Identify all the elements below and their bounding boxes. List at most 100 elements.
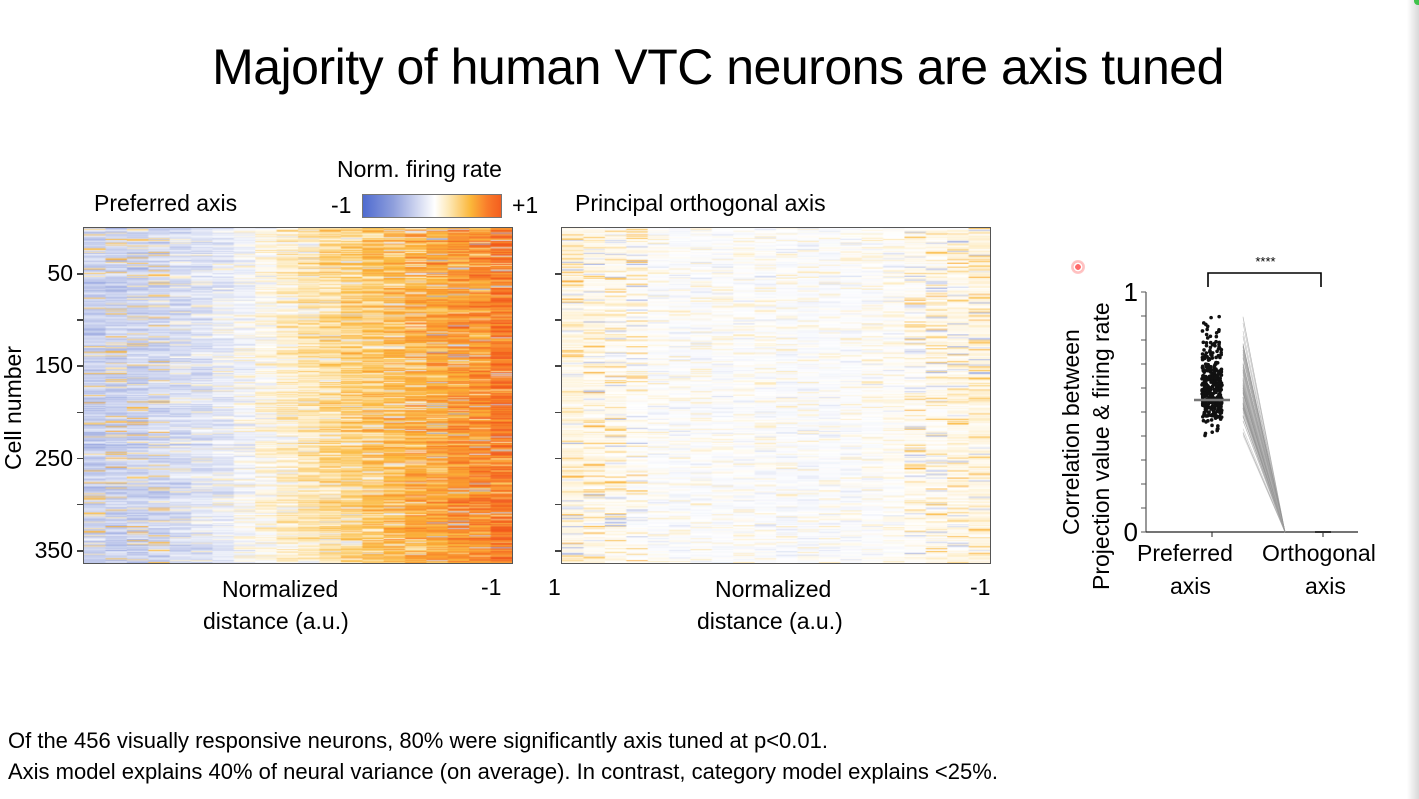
data-point — [1204, 343, 1209, 348]
data-point — [1218, 376, 1223, 380]
category-label-preferred-line2: axis — [1170, 573, 1211, 599]
orthogonal-axis-heatmap — [561, 227, 991, 564]
data-point — [1214, 367, 1218, 371]
category-label-orthogonal-line2: axis — [1305, 573, 1346, 599]
data-point — [1200, 383, 1204, 387]
data-point — [1216, 409, 1220, 414]
data-point — [1219, 350, 1223, 355]
correlation-ylabel-line1: Correlation between — [1058, 329, 1084, 535]
data-point — [1204, 340, 1209, 345]
category-label-orthogonal-line1: Orthogonal — [1262, 540, 1376, 566]
y-tick — [77, 411, 83, 414]
data-point — [1208, 334, 1213, 339]
paired-line — [1242, 402, 1286, 533]
paired-line — [1242, 316, 1286, 533]
data-point — [1214, 413, 1219, 418]
data-point — [1204, 351, 1209, 355]
data-point — [1208, 349, 1212, 354]
y-tick — [555, 365, 561, 367]
significance-bracket — [1207, 272, 1322, 287]
footnote-line-1: Of the 456 visually responsive neurons, … — [8, 728, 828, 753]
data-point — [1212, 370, 1216, 374]
y-tick — [555, 411, 561, 414]
data-point — [1217, 314, 1221, 319]
data-point — [1201, 367, 1205, 371]
data-point — [1205, 336, 1210, 340]
data-point — [1211, 413, 1216, 418]
data-point — [1204, 420, 1208, 424]
preferred-axis-title: Preferred axis — [94, 190, 238, 216]
orthogonal-axis-title: Principal orthogonal axis — [575, 190, 826, 216]
colorbar-min-label: -1 — [331, 192, 352, 218]
y-tick-label: 150 — [34, 352, 73, 379]
data-point — [1205, 394, 1209, 398]
data-point — [1209, 315, 1213, 320]
paired-line — [1242, 415, 1286, 533]
data-point — [1216, 424, 1220, 428]
data-point — [1205, 324, 1210, 329]
data-point — [1219, 370, 1224, 374]
preferred-axis-xlabel-line1: Normalized — [222, 576, 338, 603]
data-point — [1212, 387, 1216, 392]
data-point — [1216, 403, 1221, 408]
data-point — [1200, 352, 1205, 356]
y-tick — [77, 273, 83, 275]
data-point — [1205, 362, 1209, 367]
preferred-axis-heatmap — [83, 227, 513, 564]
colorbar-max-label: +1 — [512, 192, 539, 218]
data-point — [1204, 332, 1209, 337]
data-point — [1215, 373, 1220, 378]
significance-stars: **** — [1255, 254, 1275, 269]
orthogonal-axis-xlabel-line1: Normalized — [715, 576, 831, 603]
data-point — [1207, 410, 1211, 414]
data-point — [1218, 411, 1223, 416]
y-tick — [77, 365, 83, 367]
paired-line — [1242, 382, 1286, 533]
colorbar-title: Norm. firing rate — [337, 156, 502, 182]
data-point — [1210, 423, 1214, 428]
data-point — [1203, 431, 1208, 436]
data-point — [1210, 379, 1214, 383]
data-point — [1207, 357, 1212, 362]
data-point — [1217, 380, 1222, 385]
data-point — [1202, 413, 1207, 418]
data-point — [1219, 395, 1223, 400]
data-point — [1214, 383, 1219, 388]
data-point — [1208, 365, 1212, 370]
window-edge-scrollbar[interactable] — [1407, 0, 1419, 799]
y-tick — [555, 457, 561, 460]
data-point — [1202, 386, 1207, 390]
data-point — [1208, 345, 1213, 350]
data-point — [1214, 362, 1218, 366]
preferred-axis-xlabel-line2: distance (a.u.) — [203, 608, 349, 635]
y-tick — [555, 503, 561, 506]
correlation-plot: 0 1 **** — [1124, 254, 1358, 547]
data-point — [1206, 391, 1211, 396]
orthogonal-axis-xtick-left: 1 — [548, 574, 561, 600]
preferred-axis-heatmap-canvas — [84, 228, 512, 563]
data-point — [1202, 403, 1206, 408]
data-point — [1206, 402, 1211, 407]
data-point — [1216, 329, 1221, 334]
data-point — [1217, 344, 1221, 349]
data-point — [1202, 348, 1206, 352]
y-tick-label: 1 — [1124, 277, 1138, 307]
status-indicator-dot — [1414, 0, 1419, 5]
preferred-axis-xtick-right: -1 — [481, 574, 502, 600]
data-point — [1208, 388, 1213, 392]
category-label-preferred-line1: Preferred — [1137, 540, 1233, 566]
data-point — [1216, 426, 1220, 431]
paired-line — [1242, 344, 1286, 533]
y-tick-label: 50 — [47, 260, 73, 287]
pointer-cursor-indicator — [1071, 260, 1085, 274]
data-point — [1214, 387, 1219, 391]
data-point — [1201, 393, 1205, 398]
xlabel-text: Normalized — [222, 576, 339, 602]
data-point — [1207, 377, 1211, 382]
y-tick — [77, 550, 83, 552]
y-tick — [555, 319, 561, 321]
y-tick-label: 350 — [34, 537, 73, 564]
data-point — [1218, 417, 1223, 421]
data-point — [1208, 374, 1212, 378]
data-point — [1210, 430, 1215, 434]
